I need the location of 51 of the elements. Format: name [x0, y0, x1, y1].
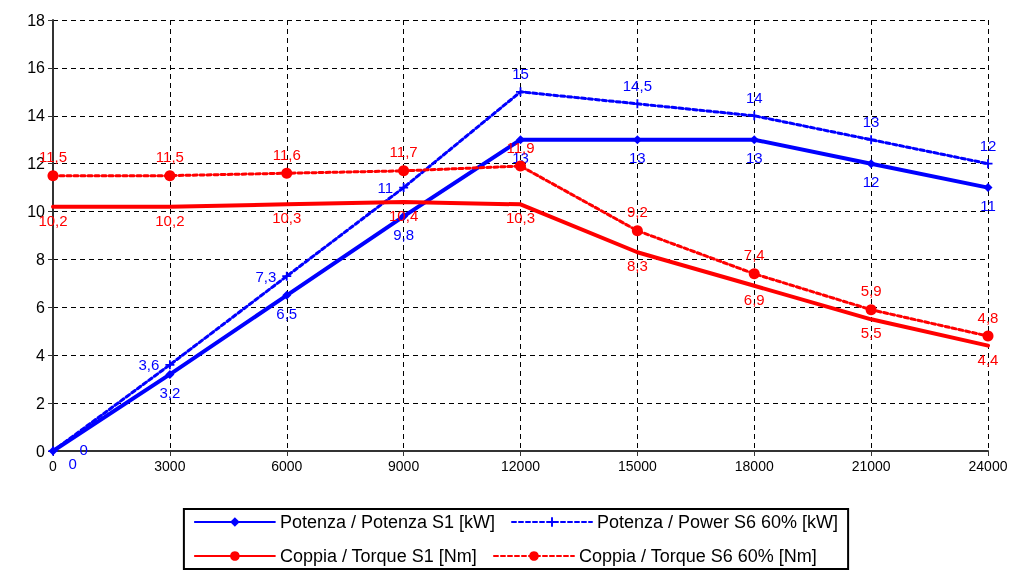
legend-label: Potenza / Potenza S1 [kW]: [279, 512, 496, 532]
data-label: 11: [980, 197, 996, 215]
data-label: 14,5: [622, 77, 652, 95]
y-tick-label: 4: [36, 346, 46, 364]
y-tick-label: 14: [27, 107, 46, 125]
data-label: 9,8: [393, 225, 415, 243]
data-label: 4,8: [977, 308, 999, 326]
x-tick-label: 3000: [154, 458, 186, 474]
data-label: 11: [377, 179, 394, 197]
x-tick-label: 12000: [501, 458, 541, 474]
data-label: 8,3: [626, 257, 648, 275]
x-tick-label: 24000: [968, 458, 1008, 474]
y-tick-label: 0: [36, 442, 46, 460]
data-label: 7,3: [255, 267, 277, 285]
data-label: 13: [629, 149, 646, 167]
data-label: 6,5: [276, 304, 298, 322]
data-label: 9,2: [626, 203, 648, 221]
data-label: 14: [745, 89, 763, 107]
data-label: 3,6: [138, 356, 160, 374]
data-label: 11,9: [506, 138, 535, 156]
y-tick-label: 18: [27, 11, 46, 29]
data-label: 13: [862, 113, 880, 131]
legend-label: Coppia / Torque S1 [Nm]: [279, 546, 477, 566]
data-label: 10,3: [505, 209, 536, 227]
legend-label: Potenza / Power S6 60% [kW]: [597, 512, 839, 532]
data-label: 11,6: [272, 145, 301, 163]
data-label: 12: [979, 137, 997, 155]
data-label: 3,2: [159, 383, 181, 401]
data-label: 10,2: [155, 211, 185, 229]
data-label: 12: [862, 173, 880, 191]
y-tick-label: 8: [36, 250, 46, 268]
data-label: 5,9: [860, 282, 882, 300]
data-label: 11,5: [155, 148, 184, 166]
data-label: 4,4: [977, 350, 999, 368]
data-label: 13: [745, 149, 763, 167]
x-tick-label: 9000: [388, 458, 420, 474]
data-label: 10,3: [272, 209, 302, 227]
y-tick-label: 16: [27, 59, 46, 77]
x-tick-label: 15000: [617, 458, 658, 474]
x-tick-label: 6000: [271, 458, 303, 474]
x-tick-label: 21000: [851, 458, 891, 474]
legend-label: Coppia / Torque S6 60% [Nm]: [578, 546, 817, 566]
data-label: 5,5: [860, 324, 882, 342]
y-tick-label: 6: [36, 298, 46, 316]
x-tick-label: 0: [49, 458, 58, 474]
y-tick-label: 2: [36, 394, 46, 412]
x-tick-label: 18000: [734, 458, 774, 474]
data-label: 15: [512, 65, 529, 83]
data-label: 6,9: [743, 290, 765, 308]
data-label: 11,7: [389, 143, 418, 161]
data-label: 7,4: [743, 246, 765, 264]
